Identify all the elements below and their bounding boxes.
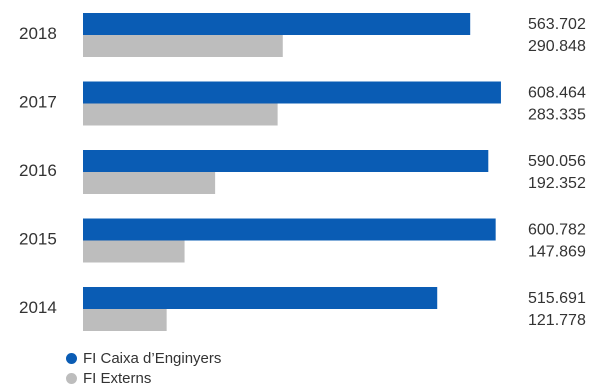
data-label: 515.691 <box>528 290 586 307</box>
bar-fi-externs <box>83 309 167 331</box>
data-label: 121.778 <box>528 312 586 329</box>
bar-fi-caixa <box>83 81 501 104</box>
legend-label-fi-externs: FI Externs <box>83 369 152 387</box>
bar-fi-caixa <box>83 218 496 241</box>
data-label: 563.702 <box>528 16 586 33</box>
data-label: 283.335 <box>528 107 586 124</box>
legend-label-fi-caixa: FI Caixa d’Enginyers <box>83 349 222 367</box>
data-label: 290.848 <box>528 38 586 55</box>
year-label: 2018 <box>19 24 57 43</box>
bar-fi-caixa <box>83 287 438 309</box>
legend-dot-icon <box>66 372 77 384</box>
data-label: 590.056 <box>528 153 586 170</box>
data-label: 608.464 <box>528 85 586 102</box>
bar-fi-externs <box>83 172 216 194</box>
year-label: 2015 <box>19 230 57 249</box>
year-label: 2014 <box>19 298 57 317</box>
legend-item-fi-externs: FI Externs <box>66 368 221 388</box>
bar-fi-externs <box>83 35 283 57</box>
bar-fi-externs <box>83 240 185 263</box>
bar-fi-caixa <box>83 13 471 35</box>
bar-fi-externs <box>83 103 278 126</box>
bars-group <box>83 13 501 331</box>
labels-group: 2018 563.702 290.848 2017 608.464 283.335 2016… <box>19 16 586 329</box>
legend-dot-icon <box>66 352 77 364</box>
data-label: 147.869 <box>528 244 586 261</box>
legend: FI Caixa d’Enginyers FI Externs <box>66 348 221 388</box>
data-label: 600.782 <box>528 222 586 239</box>
bar-fi-caixa <box>83 150 489 172</box>
year-label: 2016 <box>19 161 57 180</box>
legend-item-fi-caixa: FI Caixa d’Enginyers <box>66 348 221 368</box>
year-label: 2017 <box>19 93 57 112</box>
data-label: 192.352 <box>528 175 586 192</box>
